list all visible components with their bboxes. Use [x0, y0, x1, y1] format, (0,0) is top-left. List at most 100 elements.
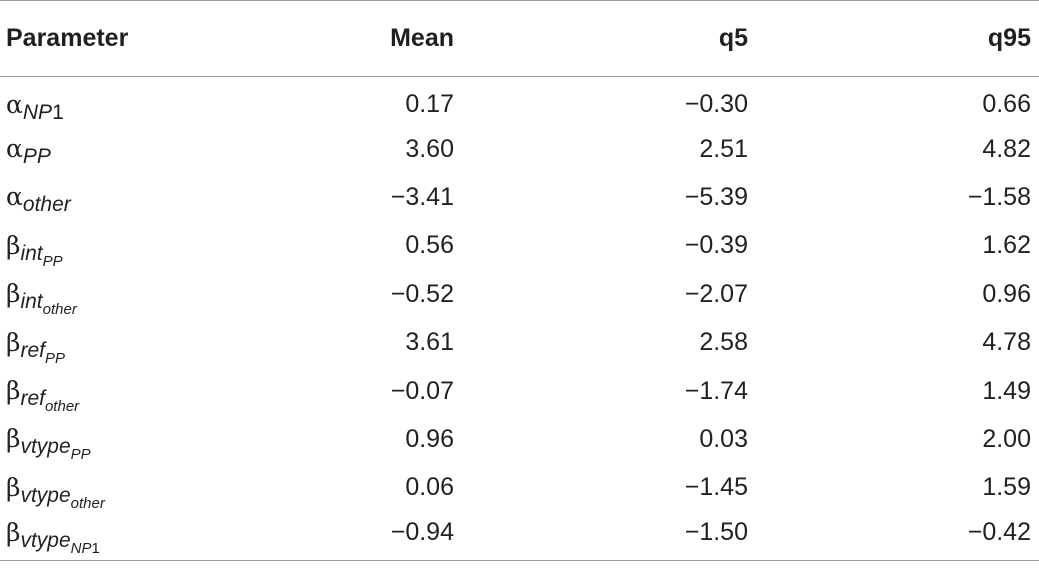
subscript-text: other: [22, 193, 71, 217]
parameter-symbol: β: [6, 230, 21, 260]
parameter-subscript: vtype: [20, 435, 70, 458]
table-row: αother −3.41 −5.39 −1.58: [0, 173, 1039, 221]
header-q95: q95: [748, 0, 1039, 77]
sub-subscript-text: PP: [70, 446, 91, 464]
parameter-subscript: vtype: [20, 484, 70, 507]
q95-cell: −0.42: [748, 512, 1039, 561]
q5-cell: −0.39: [684, 231, 748, 260]
parameter-sub-subscript: PP: [43, 253, 63, 270]
q5-cell: −2.07: [684, 279, 748, 308]
parameter-subscript: vtype: [20, 529, 70, 552]
parameter-sub-subscript: other: [43, 301, 77, 318]
parameter-sub-subscript: PP: [45, 350, 65, 367]
parameter-cell: βvtypePP: [0, 415, 264, 463]
table-row: βvtypePP 0.96 0.03 2.00: [0, 415, 1039, 463]
mean-cell: 0.56: [405, 231, 454, 260]
sub-subscript-text: PP: [42, 252, 63, 270]
parameter-symbol: β: [6, 327, 21, 357]
parameter-symbol: β: [6, 517, 21, 547]
parameter-symbol: α: [6, 89, 23, 119]
parameter-subscript: NP1: [23, 101, 64, 124]
q5-cell: −1.74: [684, 376, 748, 405]
q95-cell: 1.49: [982, 376, 1031, 405]
mean-cell: 0.06: [405, 473, 454, 502]
parameter-cell: αother: [0, 173, 264, 221]
parameter-symbol: β: [6, 376, 21, 406]
subscript-text: PP: [22, 145, 51, 169]
q5-cell: −1.50: [454, 512, 748, 561]
parameter-symbol: α: [6, 134, 23, 164]
subscript-text: ref: [20, 387, 45, 411]
q5-cell: 0.03: [699, 424, 748, 453]
subscript-text: NP: [22, 100, 53, 124]
table-row: βvtypeNP1 −0.94 −1.50 −0.42: [0, 512, 1039, 561]
parameter-symbol: β: [6, 472, 21, 502]
subscript-text: vtype: [20, 528, 71, 552]
header-row: Parameter Mean q5 q95: [0, 0, 1039, 77]
parameter-subscript: PP: [23, 145, 51, 168]
subscript-number: 1: [52, 100, 64, 124]
parameter-cell: βrefPP: [0, 318, 264, 367]
header-q5: q5: [454, 0, 748, 77]
parameter-sub-subscript: NP1: [71, 540, 100, 557]
q95-cell: −1.58: [967, 182, 1031, 211]
mean-cell: 3.60: [405, 134, 454, 163]
parameter-sub-subscript: other: [71, 495, 105, 512]
table-row: αNP1 0.17 −0.30 0.66: [0, 77, 1039, 125]
sub-subscript-number: 1: [91, 539, 100, 557]
table-row: βrefother −0.07 −1.74 1.49: [0, 367, 1039, 415]
parameter-symbol: α: [6, 182, 23, 212]
subscript-text: ref: [20, 338, 45, 362]
parameter-cell: αPP: [0, 125, 264, 173]
parameter-symbol: β: [6, 424, 21, 454]
header-mean: Mean: [264, 0, 454, 77]
parameter-subscript: other: [23, 193, 71, 216]
mean-cell: −3.41: [390, 182, 454, 211]
parameter-cell: βvtypeother: [0, 464, 264, 512]
header-parameter: Parameter: [0, 0, 264, 77]
parameter-subscript: int: [20, 242, 42, 265]
table-row: βrefPP 3.61 2.58 4.78: [0, 318, 1039, 367]
parameter-cell: βintother: [0, 270, 264, 318]
q95-cell: 1.59: [982, 473, 1031, 502]
parameter-subscript: int: [20, 290, 42, 313]
parameter-subscript: ref: [20, 339, 45, 362]
sub-subscript-text: PP: [44, 349, 65, 367]
parameter-subscript: ref: [20, 387, 45, 410]
q95-cell: 2.00: [982, 424, 1031, 453]
parameter-sub-subscript: PP: [71, 446, 91, 463]
mean-cell: 0.96: [405, 424, 454, 453]
parameter-estimates-table: Parameter Mean q5 q95 αNP1 0.17 −0.30 0.…: [0, 0, 1039, 561]
q5-cell: −0.30: [684, 90, 748, 119]
q5-cell: 2.51: [699, 134, 748, 163]
q5-cell: 2.58: [699, 328, 748, 357]
parameter-symbol: β: [6, 279, 21, 309]
q95-cell: 0.96: [982, 279, 1031, 308]
sub-subscript-text: NP: [70, 539, 92, 557]
mean-cell: −0.07: [390, 376, 454, 405]
table-row: βvtypeother 0.06 −1.45 1.59: [0, 464, 1039, 512]
parameter-cell: αNP1: [0, 77, 264, 125]
subscript-text: int: [20, 290, 43, 314]
table-body: αNP1 0.17 −0.30 0.66 αPP 3.60 2.51 4.82 …: [0, 77, 1039, 561]
sub-subscript-text: other: [70, 494, 105, 512]
q95-cell: 1.62: [982, 231, 1031, 260]
table-row: βintPP 0.56 −0.39 1.62: [0, 222, 1039, 270]
mean-cell: −0.52: [390, 279, 454, 308]
q5-cell: −1.45: [684, 473, 748, 502]
parameter-cell: βvtypeNP1: [0, 512, 264, 561]
sub-subscript-text: other: [44, 398, 80, 416]
parameter-cell: βintPP: [0, 222, 264, 270]
subscript-text: vtype: [20, 435, 71, 459]
subscript-text: vtype: [20, 483, 71, 507]
table-header: Parameter Mean q5 q95: [0, 0, 1039, 77]
parameter-cell: βrefother: [0, 367, 264, 415]
mean-cell: 0.17: [405, 90, 454, 119]
sub-subscript-text: other: [42, 301, 77, 319]
table-row: αPP 3.60 2.51 4.82: [0, 125, 1039, 173]
mean-cell: 3.61: [405, 328, 454, 357]
mean-cell: −0.94: [264, 512, 454, 561]
subscript-text: int: [20, 241, 43, 265]
parameter-sub-subscript: other: [45, 398, 79, 415]
